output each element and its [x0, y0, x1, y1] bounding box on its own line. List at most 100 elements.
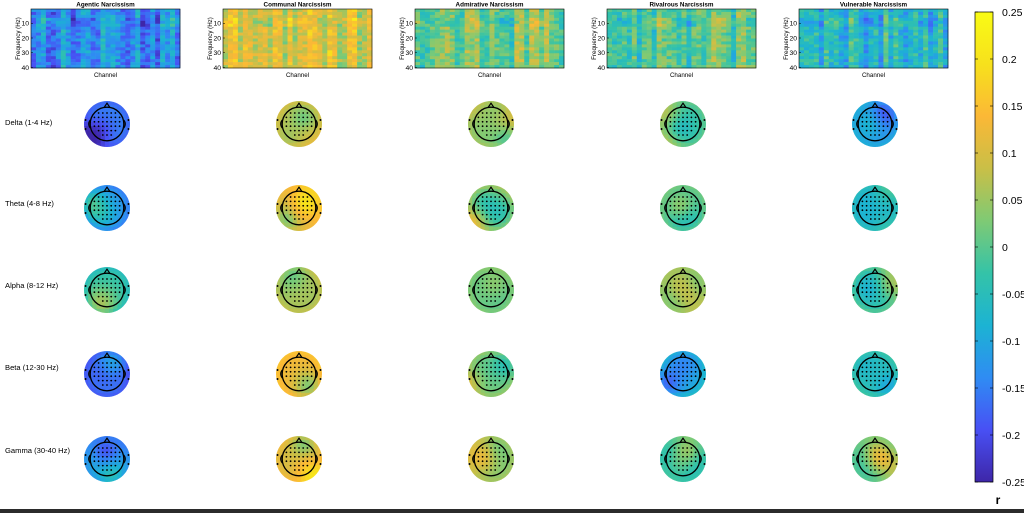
spectrogram-cell: [75, 65, 81, 69]
spectrogram-cell: [636, 26, 643, 30]
topomap-cell: [664, 218, 669, 224]
topomap-cell: [100, 201, 106, 207]
spectrogram-cell: [287, 29, 293, 33]
topomap-cell: [689, 105, 694, 110]
spectrogram-cell: [444, 53, 451, 57]
topomap-cell: [280, 267, 285, 272]
spectrogram-cell: [651, 20, 657, 25]
spectrogram-cell: [352, 38, 358, 42]
electrode-dot: [895, 128, 898, 130]
spectrogram-cell: [676, 14, 682, 19]
spectrogram-cell: [357, 47, 363, 51]
electrode-dot: [106, 200, 108, 203]
topomap-cell: [121, 105, 127, 110]
spectrogram-cell: [524, 65, 530, 69]
spectrogram-cell: [716, 32, 722, 36]
topomap-cell: [117, 134, 123, 140]
spectrogram-cell: [262, 17, 268, 22]
spectrogram-cell: [434, 23, 441, 27]
spectrogram-cell: [691, 11, 697, 16]
electrode-dot: [97, 120, 100, 123]
spectrogram-cell: [696, 59, 702, 63]
spectrogram-cell: [45, 62, 52, 66]
topomap-cell: [860, 126, 865, 131]
spectrogram-cell: [706, 29, 712, 33]
topomap-cell: [301, 218, 306, 224]
spectrogram-cell: [237, 59, 244, 63]
electrode-dot: [485, 116, 488, 119]
electrode-dot: [276, 203, 279, 205]
topomap-cell: [88, 142, 93, 147]
spectrogram-cell: [646, 56, 652, 60]
electrode-dot: [481, 196, 484, 198]
spectrogram-cell: [868, 29, 874, 33]
topomap-cell: [288, 130, 294, 135]
electrode-dot: [494, 209, 497, 212]
y-tick-label: 20: [597, 35, 605, 42]
spectrogram-cell: [35, 29, 42, 33]
spectrogram-cell: [868, 47, 874, 51]
right-ear-icon: [315, 119, 318, 129]
spectrogram-cell: [848, 50, 854, 54]
topomap-cell: [864, 121, 870, 127]
spectrogram-cell: [494, 44, 500, 48]
spectrogram-cell: [145, 17, 151, 22]
spectrogram-cell: [257, 62, 264, 66]
topomap-cell: [497, 201, 502, 207]
spectrogram-cell: [170, 17, 176, 22]
spectrogram-cell: [943, 14, 949, 19]
spectrogram-cell: [823, 44, 830, 48]
spectrogram-cell: [686, 26, 692, 30]
topomap-cell: [284, 113, 289, 119]
spectrogram-cell: [170, 14, 176, 19]
topomap-cell: [660, 205, 665, 211]
electrode-dot: [285, 204, 288, 207]
topomap-cell: [125, 287, 130, 293]
spectrogram-cell: [706, 47, 712, 51]
spectrogram-cell: [646, 26, 652, 30]
electrode-dot: [878, 116, 881, 119]
spectrogram-cell: [352, 44, 358, 48]
topomap-cell: [113, 105, 118, 110]
topomap-cell: [88, 113, 93, 119]
left-ear-icon: [280, 119, 283, 129]
electrode-dot: [310, 116, 313, 119]
topomap-cell: [113, 205, 118, 211]
topomap-cell: [509, 134, 514, 140]
electrode-dot: [677, 120, 680, 123]
spectrogram-cell: [469, 59, 475, 63]
spectrogram-cell: [252, 23, 259, 27]
spectrogram-cell: [459, 20, 465, 25]
topomap-cell: [305, 197, 310, 203]
spectrogram-cell: [799, 56, 805, 60]
topomap-cell: [92, 300, 97, 306]
spectrogram-cell: [155, 50, 161, 54]
electrode-dot: [874, 116, 876, 119]
topomap-cell: [125, 308, 130, 313]
spectrogram-cell: [529, 65, 535, 69]
spectrogram-cell: [514, 50, 520, 54]
spectrogram-cell: [529, 59, 535, 63]
topomap-cell: [309, 214, 315, 219]
spectrogram-cell: [803, 17, 810, 22]
topomap-cell: [113, 275, 118, 280]
spectrogram-cell: [125, 23, 131, 27]
spectrogram-cell: [607, 11, 613, 16]
spectrogram-cell: [287, 59, 293, 63]
topomap-cell: [680, 121, 686, 127]
spectrogram-cell: [367, 20, 373, 25]
topomap-cell: [505, 101, 511, 106]
topomap-cell: [88, 271, 93, 276]
topomap-cell: [284, 292, 289, 297]
spectrogram-cell: [898, 32, 904, 36]
spectrogram-cell: [232, 38, 239, 42]
topomap-cell: [109, 214, 114, 219]
topomap-cell: [668, 205, 673, 211]
spectrogram-cell: [903, 38, 909, 42]
spectrogram-cell: [242, 23, 249, 27]
spectrogram-cell: [367, 26, 373, 30]
spectrogram-cell: [115, 65, 121, 69]
spectrogram-cell: [35, 11, 42, 16]
spectrogram-cell: [928, 53, 934, 57]
topomap-cell: [92, 267, 97, 272]
